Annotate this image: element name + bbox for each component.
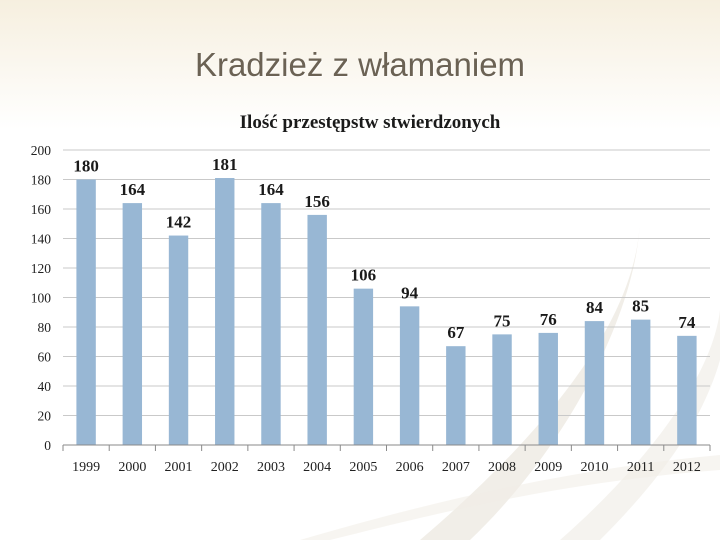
bar-2010 [584, 321, 605, 445]
bars [76, 178, 697, 445]
bar-2003 [261, 203, 281, 445]
bar-2000 [122, 203, 143, 445]
data-label: 74 [678, 313, 696, 332]
data-label: 164 [120, 180, 146, 199]
x-tick-label: 2007 [442, 460, 470, 475]
data-label: 76 [540, 310, 557, 329]
x-axis [62, 444, 711, 451]
y-tick-label: 120 [31, 261, 52, 276]
bar-2007 [446, 346, 466, 445]
y-tick-label: 180 [31, 173, 52, 188]
x-tick-label: 2006 [396, 460, 424, 475]
x-tick-label: 2000 [118, 460, 146, 475]
x-tick-label: 2003 [257, 460, 285, 475]
y-tick-label: 100 [31, 291, 52, 306]
y-tick-label: 20 [38, 409, 52, 424]
chart-title: Ilość przestępstw stwierdzonych [240, 112, 501, 133]
bar-2006 [399, 306, 420, 445]
bar-2012 [677, 335, 697, 445]
y-tick-label: 140 [31, 232, 52, 247]
x-axis-ticks: 1999 2000 2001 2002 2003 2004 2005 2006 2007 2008… [72, 460, 701, 475]
slide-title: Kradzież z włamaniem [194, 46, 526, 83]
x-tick-label: 1999 [72, 460, 100, 475]
x-tick-label: 2001 [165, 460, 193, 475]
bar-2002 [215, 178, 235, 445]
data-label: 164 [258, 180, 284, 199]
y-tick-label: 200 [31, 143, 52, 158]
bar-2008 [492, 334, 512, 445]
x-tick-label: 2002 [211, 460, 239, 475]
y-tick-label: 40 [38, 379, 52, 394]
data-label: 181 [212, 155, 238, 174]
bar-2005 [353, 288, 374, 445]
data-label: 84 [586, 298, 604, 317]
x-tick-label: 2010 [580, 460, 608, 475]
y-tick-label: 0 [44, 438, 51, 453]
x-tick-label: 2009 [534, 460, 562, 475]
y-tick-label: 160 [31, 202, 52, 217]
gridlines [63, 149, 710, 416]
y-tick-label: 80 [38, 320, 52, 335]
data-label: 142 [166, 213, 192, 232]
data-label: 67 [447, 323, 465, 342]
data-label: 106 [351, 266, 377, 285]
data-label: 180 [73, 157, 99, 176]
x-tick-label: 2008 [488, 460, 516, 475]
x-tick-label: 2012 [673, 460, 701, 475]
bar-chart: Ilość przestępstw stwierdzonych 0 20 40 60 8… [31, 112, 711, 475]
data-label: 94 [401, 283, 419, 302]
y-axis-ticks: 0 20 40 60 80 100 120 140 160 180 200 [31, 143, 52, 453]
bar-2001 [168, 235, 189, 445]
bar-2009 [538, 332, 558, 445]
x-tick-label: 2011 [627, 460, 654, 475]
data-label: 156 [304, 192, 330, 211]
x-tick-label: 2004 [303, 460, 331, 475]
data-label: 75 [494, 311, 511, 330]
bar-1999 [76, 179, 96, 445]
y-tick-label: 60 [38, 350, 52, 365]
bar-2004 [307, 214, 327, 445]
data-labels: 180 164 142 181 164 156 106 94 67 75 76 84 85 74 [73, 155, 696, 342]
x-tick-label: 2005 [349, 460, 377, 475]
bar-2011 [630, 319, 651, 445]
data-label: 85 [632, 297, 649, 316]
